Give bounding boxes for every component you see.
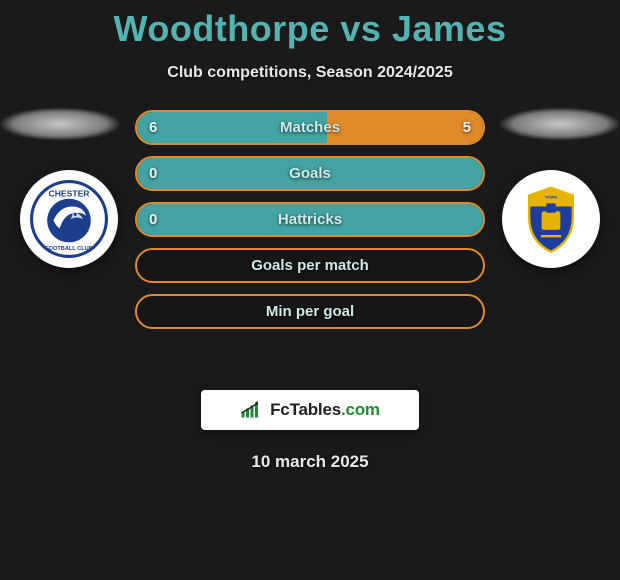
spotlight-right (500, 108, 620, 140)
stat-bar-goals: Goals0 (135, 156, 485, 191)
svg-text:CHESTER: CHESTER (49, 188, 91, 198)
stat-label: Matches (137, 112, 483, 143)
footer-date: 10 march 2025 (0, 452, 620, 472)
player1-name: Woodthorpe (114, 8, 330, 49)
stat-label: Min per goal (137, 296, 483, 327)
svg-text:TOWN: TOWN (545, 195, 557, 200)
spotlight-left (0, 108, 120, 140)
stat-label: Hattricks (137, 204, 483, 235)
stat-bar-hattricks: Hattricks0 (135, 202, 485, 237)
team-crest-left: CHESTER FOOTBALL CLUB (20, 170, 118, 268)
brand-badge: FcTables.com (201, 390, 419, 430)
stat-label: Goals (137, 158, 483, 189)
stat-value-left: 6 (137, 112, 169, 143)
subtitle: Club competitions, Season 2024/2025 (0, 64, 620, 82)
stat-value-left: 0 (137, 158, 169, 189)
stat-value-left: 0 (137, 204, 169, 235)
svg-text:FOOTBALL CLUB: FOOTBALL CLUB (45, 246, 93, 252)
chester-crest-icon: CHESTER FOOTBALL CLUB (30, 180, 108, 258)
opponent-crest-icon: TOWN (512, 180, 590, 258)
brand-name: FcTables (270, 400, 341, 419)
stat-bar-matches: Matches6 5 (135, 110, 485, 145)
stat-bar-mpg: Min per goal (135, 294, 485, 329)
brand-domain: .com (341, 400, 380, 419)
stat-bar-gpm: Goals per match (135, 248, 485, 283)
stat-bars: Matches65Goals0Hattricks0Goals per match… (135, 110, 485, 340)
brand-text: FcTables.com (270, 400, 380, 420)
team-crest-right: TOWN (502, 170, 600, 268)
stat-label: Goals per match (137, 250, 483, 281)
bar-chart-icon (240, 400, 264, 420)
vs-separator: vs (340, 8, 381, 49)
page-title: Woodthorpe vs James (0, 0, 620, 50)
stat-value-right: 5 (451, 112, 483, 143)
comparison-stage: CHESTER FOOTBALL CLUB TOWN Matches65Goal… (0, 120, 620, 390)
player2-name: James (392, 8, 507, 49)
